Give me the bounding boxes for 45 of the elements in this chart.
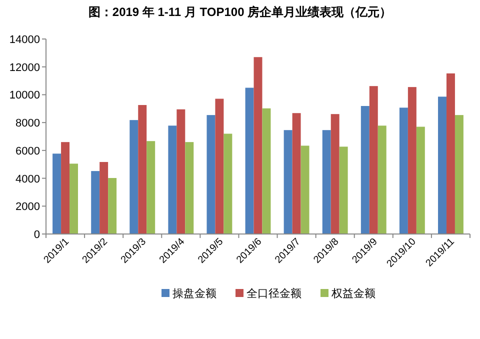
legend-label: 操盘金额 — [172, 287, 216, 300]
bar — [300, 146, 310, 234]
bar — [168, 126, 177, 234]
bar — [206, 115, 216, 234]
bar — [446, 73, 455, 234]
bar — [416, 126, 425, 234]
y-tick-label: 14000 — [9, 34, 40, 46]
y-tick-label: 10000 — [9, 90, 40, 102]
bar — [292, 113, 301, 234]
y-tick-label: 8000 — [16, 118, 40, 130]
bar — [130, 120, 138, 234]
bar — [176, 109, 186, 234]
bar — [339, 146, 348, 234]
bar — [108, 178, 117, 234]
y-tick-label: 2000 — [16, 201, 40, 214]
bar — [100, 162, 108, 234]
chart-title: 图：2019 年 1-11 月 TOP100 房企单月业绩表现（亿元） — [88, 5, 392, 19]
bar — [70, 164, 78, 234]
y-tick-label: 0 — [34, 229, 40, 241]
bar — [322, 130, 331, 234]
y-tick-label: 6000 — [16, 145, 40, 158]
bar — [146, 141, 156, 234]
bar — [378, 126, 386, 234]
bar — [245, 88, 254, 234]
bar — [360, 106, 370, 234]
bar — [224, 134, 232, 234]
legend-label: 全口径金额 — [246, 287, 302, 300]
bar — [369, 86, 378, 234]
bar — [454, 115, 464, 234]
bar — [138, 105, 147, 234]
y-tick-label: 4000 — [16, 173, 40, 186]
bar — [61, 142, 70, 234]
y-tick-label: 12000 — [9, 62, 40, 74]
bar — [91, 171, 100, 234]
bar — [399, 108, 408, 234]
legend-label: 权益金额 — [330, 287, 376, 300]
bar — [215, 98, 224, 234]
bar — [330, 114, 340, 234]
bar — [262, 108, 271, 234]
bar — [438, 96, 446, 234]
bar — [284, 130, 292, 234]
bar — [408, 87, 416, 234]
bar — [52, 154, 62, 234]
bar — [185, 142, 194, 234]
bar — [254, 57, 262, 234]
